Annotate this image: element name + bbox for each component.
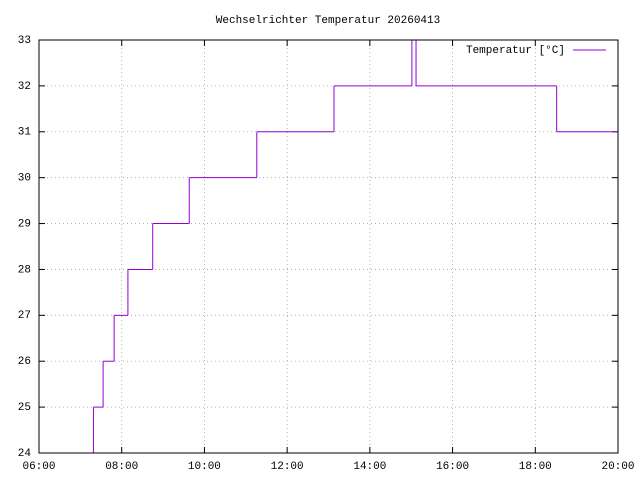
y-tick-label: 29 (18, 218, 31, 230)
y-tick-label: 33 (18, 35, 31, 47)
y-tick-label: 24 (18, 448, 32, 460)
y-tick-label: 26 (18, 356, 31, 368)
plot-border (38, 39, 619, 454)
x-tick-label: 20:00 (601, 461, 634, 473)
x-tick-label: 14:00 (353, 461, 386, 473)
x-tick-label: 06:00 (22, 461, 55, 473)
y-tick-label: 28 (18, 264, 31, 276)
y-tick-label: 27 (18, 310, 31, 322)
x-tick-label: 18:00 (519, 461, 552, 473)
y-tick-label: 31 (18, 127, 32, 139)
x-tick-label: 16:00 (436, 461, 469, 473)
y-tick-label: 32 (18, 81, 31, 93)
x-tick-label: 08:00 (105, 461, 138, 473)
y-tick-label: 25 (18, 402, 31, 414)
y-tick-label: 30 (18, 173, 31, 185)
chart-title: Wechselrichter Temperatur 20260413 (216, 15, 440, 27)
x-tick-label: 10:00 (188, 461, 221, 473)
legend-label: Temperatur [°C] (466, 45, 565, 57)
x-tick-label: 12:00 (271, 461, 304, 473)
